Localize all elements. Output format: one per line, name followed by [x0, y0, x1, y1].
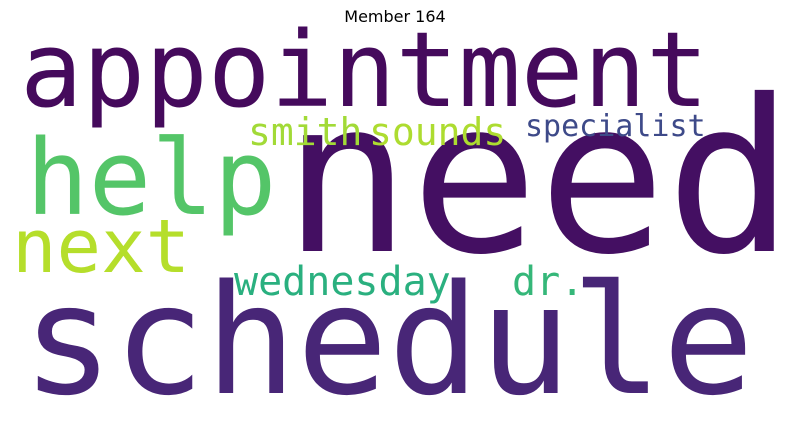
word-specialist: specialist: [525, 109, 706, 144]
word-help: help: [26, 117, 277, 239]
chart-title: Member 164: [344, 7, 446, 26]
word-sounds: sounds: [369, 110, 507, 154]
word-need: need: [283, 54, 790, 301]
word-next: next: [12, 204, 191, 290]
word-dr: dr.: [512, 259, 585, 305]
word-wednesday: wednesday: [234, 259, 451, 305]
word-appointment: appointment: [20, 9, 709, 131]
word-schedule: schedule: [22, 252, 755, 429]
word-smith: smith: [248, 110, 363, 154]
